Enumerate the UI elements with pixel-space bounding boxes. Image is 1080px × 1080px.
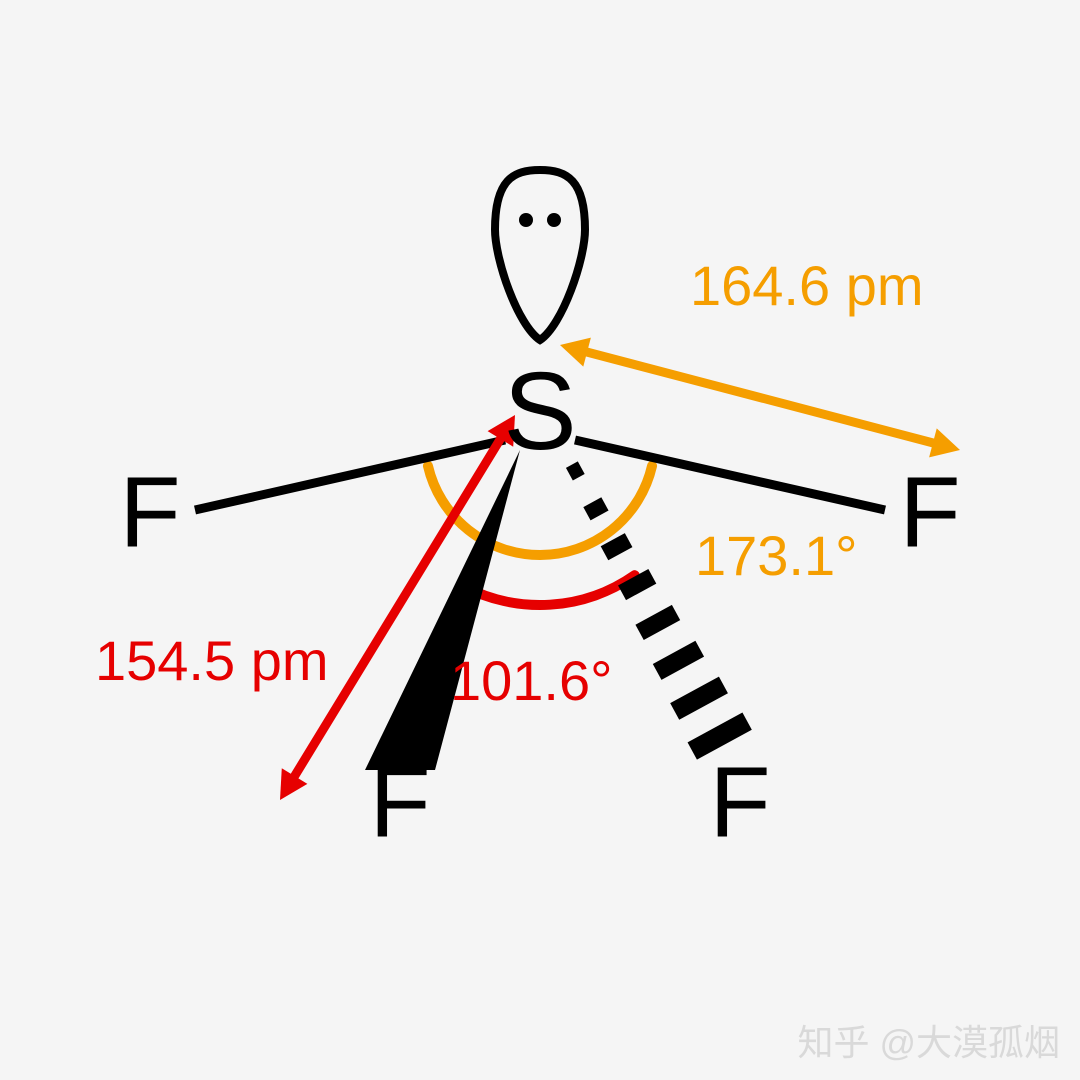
atom-label-fluorine-left: F [119, 456, 180, 568]
atom-label-fluorine-back: F [709, 746, 770, 858]
watermark-text: 知乎 @大漠孤烟 [797, 1022, 1060, 1063]
bond-angle-value-red: 101.6° [450, 649, 613, 712]
atom-label-sulfur: S [503, 350, 576, 473]
atom-label-fluorine-right: F [899, 456, 960, 568]
lone-pair-electron-dot [519, 213, 533, 227]
bond-angle-value-orange: 173.1° [695, 524, 858, 587]
bond-length-value-orange: 164.6 pm [690, 254, 924, 317]
bond-length-value-red: 154.5 pm [95, 629, 329, 692]
atom-label-fluorine-front: F [369, 746, 430, 858]
lone-pair-electron-dot [547, 213, 561, 227]
